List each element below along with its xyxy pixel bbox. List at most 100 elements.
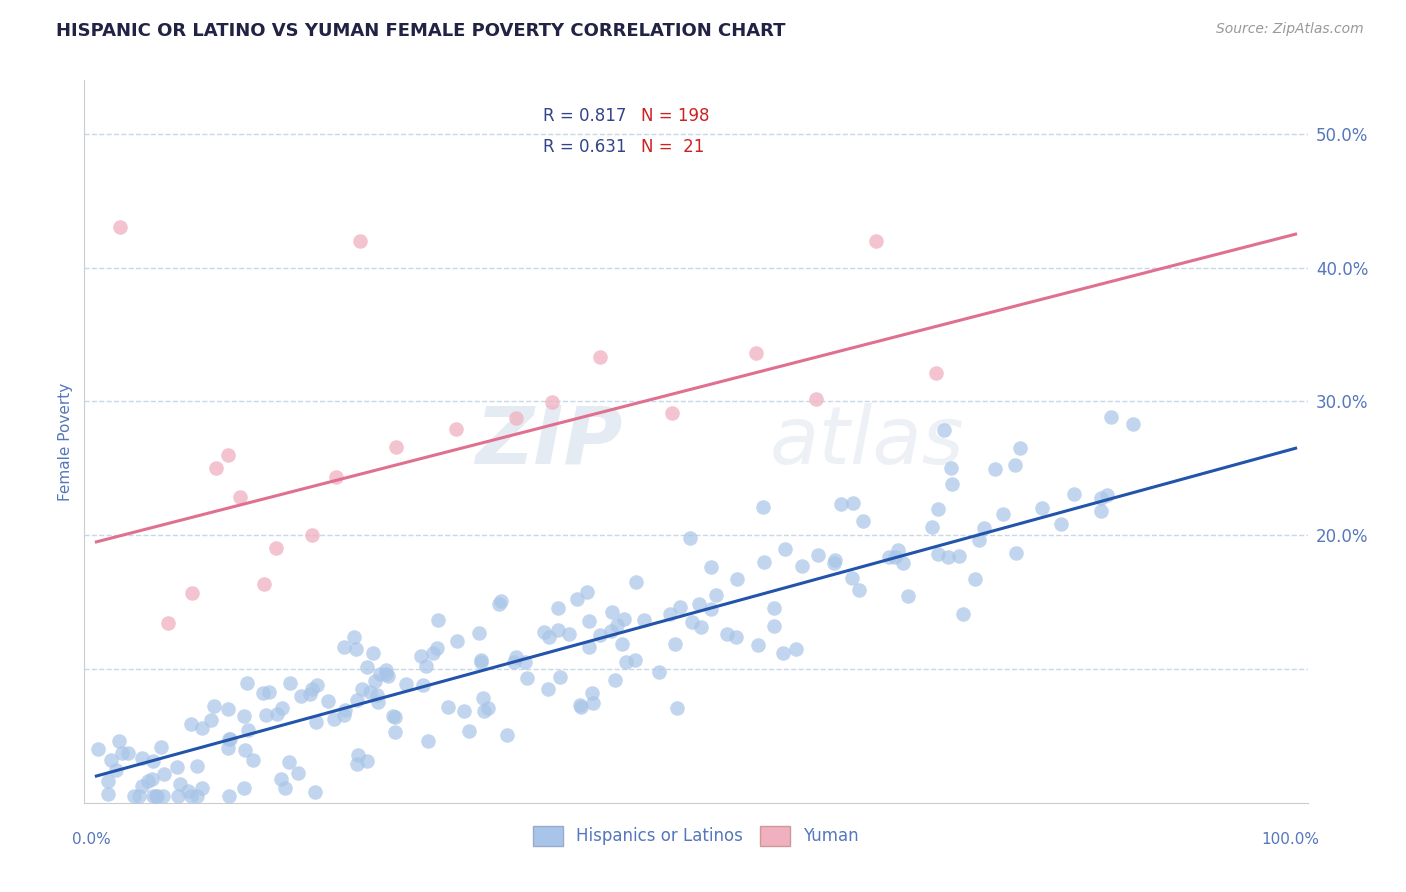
Point (242, 753, 264, 767)
Y-axis label: Female Poverty: Female Poverty (58, 383, 73, 500)
Point (233, 709, 256, 723)
Point (751, 500, 773, 514)
Point (346, 641, 368, 656)
Point (865, 235, 887, 249)
Point (191, 721, 214, 735)
Point (1050, 517, 1073, 532)
Point (763, 618, 786, 632)
Point (218, 789, 240, 804)
Point (356, 755, 378, 769)
Point (453, 704, 475, 718)
Point (333, 708, 356, 723)
Point (131, 751, 153, 765)
Point (364, 674, 387, 689)
Point (142, 754, 165, 768)
Point (316, 694, 339, 708)
Point (167, 789, 190, 804)
Point (254, 707, 277, 722)
Point (366, 689, 388, 703)
Point (973, 521, 995, 535)
Point (333, 703, 356, 717)
Point (804, 392, 827, 407)
Point (1090, 491, 1112, 505)
Point (626, 575, 648, 590)
Point (503, 655, 526, 669)
Point (177, 784, 200, 798)
Point (1031, 500, 1053, 515)
Point (322, 712, 344, 726)
Point (304, 714, 326, 729)
Point (704, 588, 727, 602)
Point (142, 789, 165, 804)
Point (941, 477, 963, 491)
Point (141, 772, 163, 787)
Point (785, 641, 807, 656)
Point (624, 653, 647, 667)
Point (100, 753, 122, 767)
Point (548, 670, 571, 684)
Point (1099, 410, 1122, 425)
Point (921, 520, 943, 534)
Point (578, 614, 600, 628)
Point (658, 607, 681, 621)
Point (700, 560, 723, 574)
Point (347, 747, 370, 762)
Point (665, 701, 688, 715)
Point (1090, 503, 1112, 517)
Point (763, 600, 786, 615)
Point (301, 528, 323, 542)
Point (180, 717, 202, 731)
Point (496, 728, 519, 742)
Text: HISPANIC OR LATINO VS YUMAN FEMALE POVERTY CORRELATION CHART: HISPANIC OR LATINO VS YUMAN FEMALE POVER… (56, 22, 786, 40)
Point (444, 422, 467, 436)
Point (848, 582, 870, 597)
Point (633, 613, 655, 627)
Point (117, 746, 139, 760)
Point (1122, 417, 1144, 431)
Text: N =  21: N = 21 (641, 137, 704, 156)
Point (219, 732, 242, 747)
Point (716, 627, 738, 641)
Point (600, 605, 623, 619)
Point (374, 666, 396, 681)
Point (367, 695, 389, 709)
Point (346, 693, 368, 707)
Point (278, 675, 301, 690)
Point (565, 592, 588, 607)
Point (537, 630, 560, 644)
Point (569, 700, 592, 714)
Point (925, 366, 948, 380)
Text: R = 0.817: R = 0.817 (543, 107, 627, 125)
Point (181, 586, 204, 600)
Text: R = 0.631: R = 0.631 (543, 137, 627, 156)
Point (186, 759, 208, 773)
Point (264, 541, 287, 556)
Point (581, 686, 603, 700)
Point (290, 689, 312, 703)
Point (896, 589, 918, 603)
Point (304, 785, 326, 799)
Point (349, 234, 371, 248)
Point (664, 637, 686, 651)
Point (569, 698, 592, 712)
Point (395, 677, 418, 691)
Point (458, 724, 481, 739)
Point (409, 649, 432, 664)
Point (472, 691, 495, 706)
Point (359, 685, 381, 699)
Point (963, 572, 986, 586)
Text: Source: ZipAtlas.com: Source: ZipAtlas.com (1216, 22, 1364, 37)
Point (681, 615, 703, 629)
Point (415, 659, 437, 673)
Point (180, 789, 202, 804)
Point (830, 497, 852, 511)
Point (877, 549, 900, 564)
Point (157, 616, 180, 631)
Point (374, 663, 396, 677)
Point (325, 470, 347, 484)
Point (236, 723, 259, 738)
Point (377, 669, 399, 683)
Point (150, 740, 173, 755)
Point (648, 665, 671, 679)
Point (605, 673, 627, 688)
